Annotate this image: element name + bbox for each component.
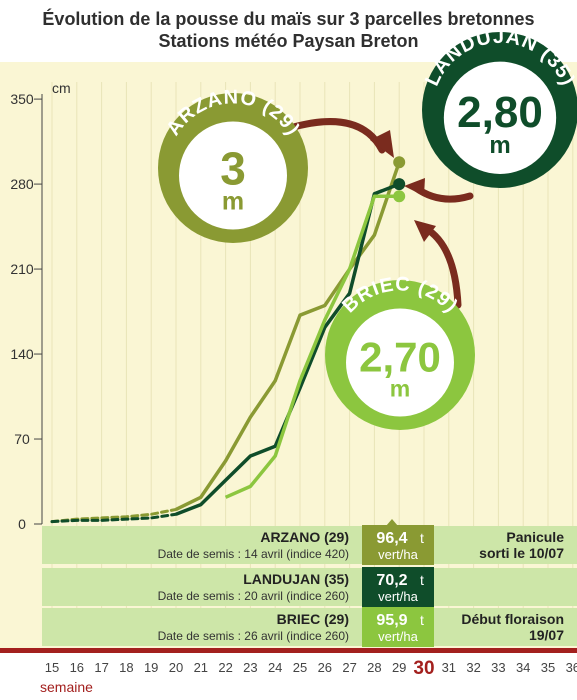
table-row-semis: Date de semis : 20 avril (indice 260) [158,589,349,603]
y-tick-label: 350 [10,91,34,107]
table-row-bg [42,608,577,646]
table-row-bg [42,526,577,564]
table-row-semis: Date de semis : 26 avril (indice 260) [158,629,349,643]
badge-value: 2,80 [457,88,543,137]
x-tick-label: 26 [318,660,332,675]
series-line-dotted [50,512,178,524]
x-tick-label: 22 [218,660,232,675]
x-tick-label: 25 [293,660,307,675]
arzano-badge: ARZANO (29)3m [158,86,308,243]
landujan-arrow-head [404,178,425,196]
yield-sub: vert/ha [378,629,419,644]
x-tick-label: 28 [367,660,381,675]
yield-box [362,567,434,607]
x-tick-label: 35 [541,660,555,675]
table-row-name: LANDUJAN (35) [243,571,349,587]
y-tick-label: 140 [10,346,34,362]
x-tick-label: 33 [491,660,505,675]
yield-sub: vert/ha [378,589,419,604]
badge-inner [443,61,557,174]
arzano-arrow-head [370,130,394,158]
x-tick-label: 15 [45,660,59,675]
badge-unit: m [222,187,244,215]
table-row-name: ARZANO (29) [260,529,349,545]
yield-box [362,525,434,565]
table-row-note: Panicule [506,529,564,545]
x-tick-label: 24 [268,660,282,675]
landujan-badge: LANDUJAN (35)2,80m [421,26,577,188]
table-row-note: sorti le 10/07 [479,545,564,561]
x-tick-label: 29 [392,660,406,675]
y-axis-unit: cm [52,80,71,96]
badge-inner [179,121,287,230]
yield-box [362,607,434,647]
badge-unit: m [390,375,410,401]
series-end-point [393,156,406,169]
briec-badge: BRIEC (29)2,70m [325,273,475,430]
yield-sub: vert/ha [378,547,419,562]
y-tick-label: 0 [18,516,26,532]
yield-unit: t [420,572,424,588]
x-axis-bar [0,648,577,653]
table-row-bg [42,568,577,606]
badge-unit: m [489,132,510,159]
table-row-semis: Date de semis : 14 avril (indice 420) [158,547,349,561]
table-row-name: BRIEC (29) [277,611,349,627]
chart-title: Évolution de la pousse du maïs sur 3 par… [42,9,535,29]
x-tick-label: 18 [119,660,133,675]
series-line [224,194,400,499]
yield-value: 70,2 [376,572,407,589]
y-tick-label: 280 [10,176,34,192]
x-tick-label: 17 [94,660,108,675]
series-end-point [393,178,406,191]
yield-unit: t [420,530,424,546]
x-tick-label: 34 [516,660,530,675]
y-tick-label: 70 [14,431,30,447]
series-end-point [393,190,406,203]
yield-unit: t [420,612,424,628]
x-tick-label: 23 [243,660,257,675]
x-tick-label: 20 [169,660,183,675]
briec-arrow-head [414,220,436,242]
table-row-note: 19/07 [529,627,564,643]
x-tick-label: 36 [566,660,577,675]
badge-value: 3 [220,143,246,195]
x-tick-label: 27 [342,660,356,675]
chart-subtitle: Stations météo Paysan Breton [158,31,419,51]
table-row-note: Début floraison [461,611,564,627]
x-axis-label: semaine [40,679,93,695]
yield-pointer [386,519,398,526]
badge-value: 2,70 [359,334,441,381]
series-line [175,161,401,512]
x-tick-label: 16 [70,660,84,675]
x-tick-label: 21 [194,660,208,675]
x-tick-label: 31 [442,660,456,675]
x-tick-label: 19 [144,660,158,675]
y-tick-label: 210 [10,261,34,277]
x-tick-label: 32 [466,660,480,675]
yield-value: 96,4 [376,530,407,547]
badge-inner [346,308,454,417]
x-tick-label-highlight: 30 [413,658,434,679]
yield-value: 95,9 [376,612,407,629]
